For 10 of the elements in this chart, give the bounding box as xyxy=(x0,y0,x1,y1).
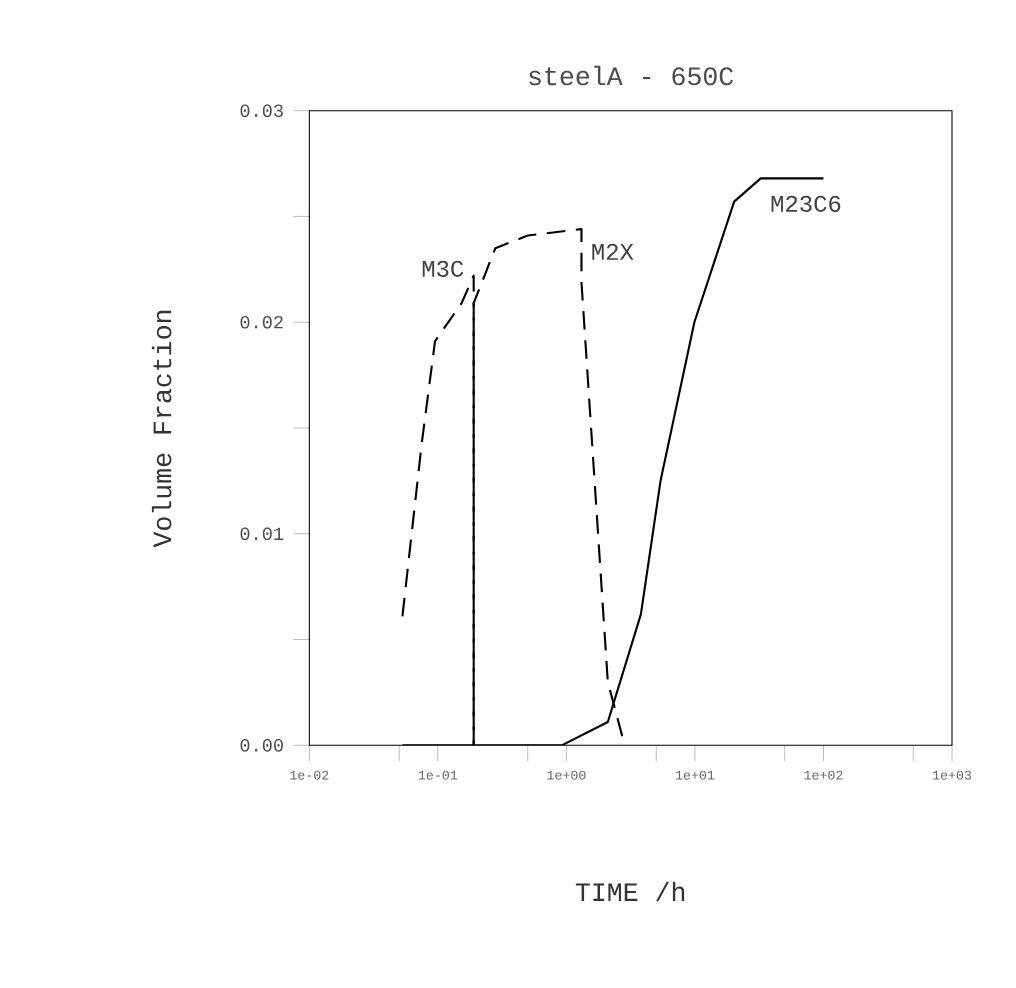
y-axis-title: Volume Fraction xyxy=(151,310,172,548)
series-label: M2X xyxy=(592,243,634,260)
y-tick-label: 0.02 xyxy=(240,315,283,329)
y-tick-label: 0.00 xyxy=(240,739,283,752)
x-axis-title: TIME /h xyxy=(575,881,685,902)
series-label: M23C6 xyxy=(771,195,841,212)
y-tick-label: 0.01 xyxy=(240,527,284,541)
series-label: M3C xyxy=(422,260,464,277)
y-tick-label: 0.03 xyxy=(240,104,283,117)
chart-title: steelA - 650C xyxy=(529,65,734,86)
